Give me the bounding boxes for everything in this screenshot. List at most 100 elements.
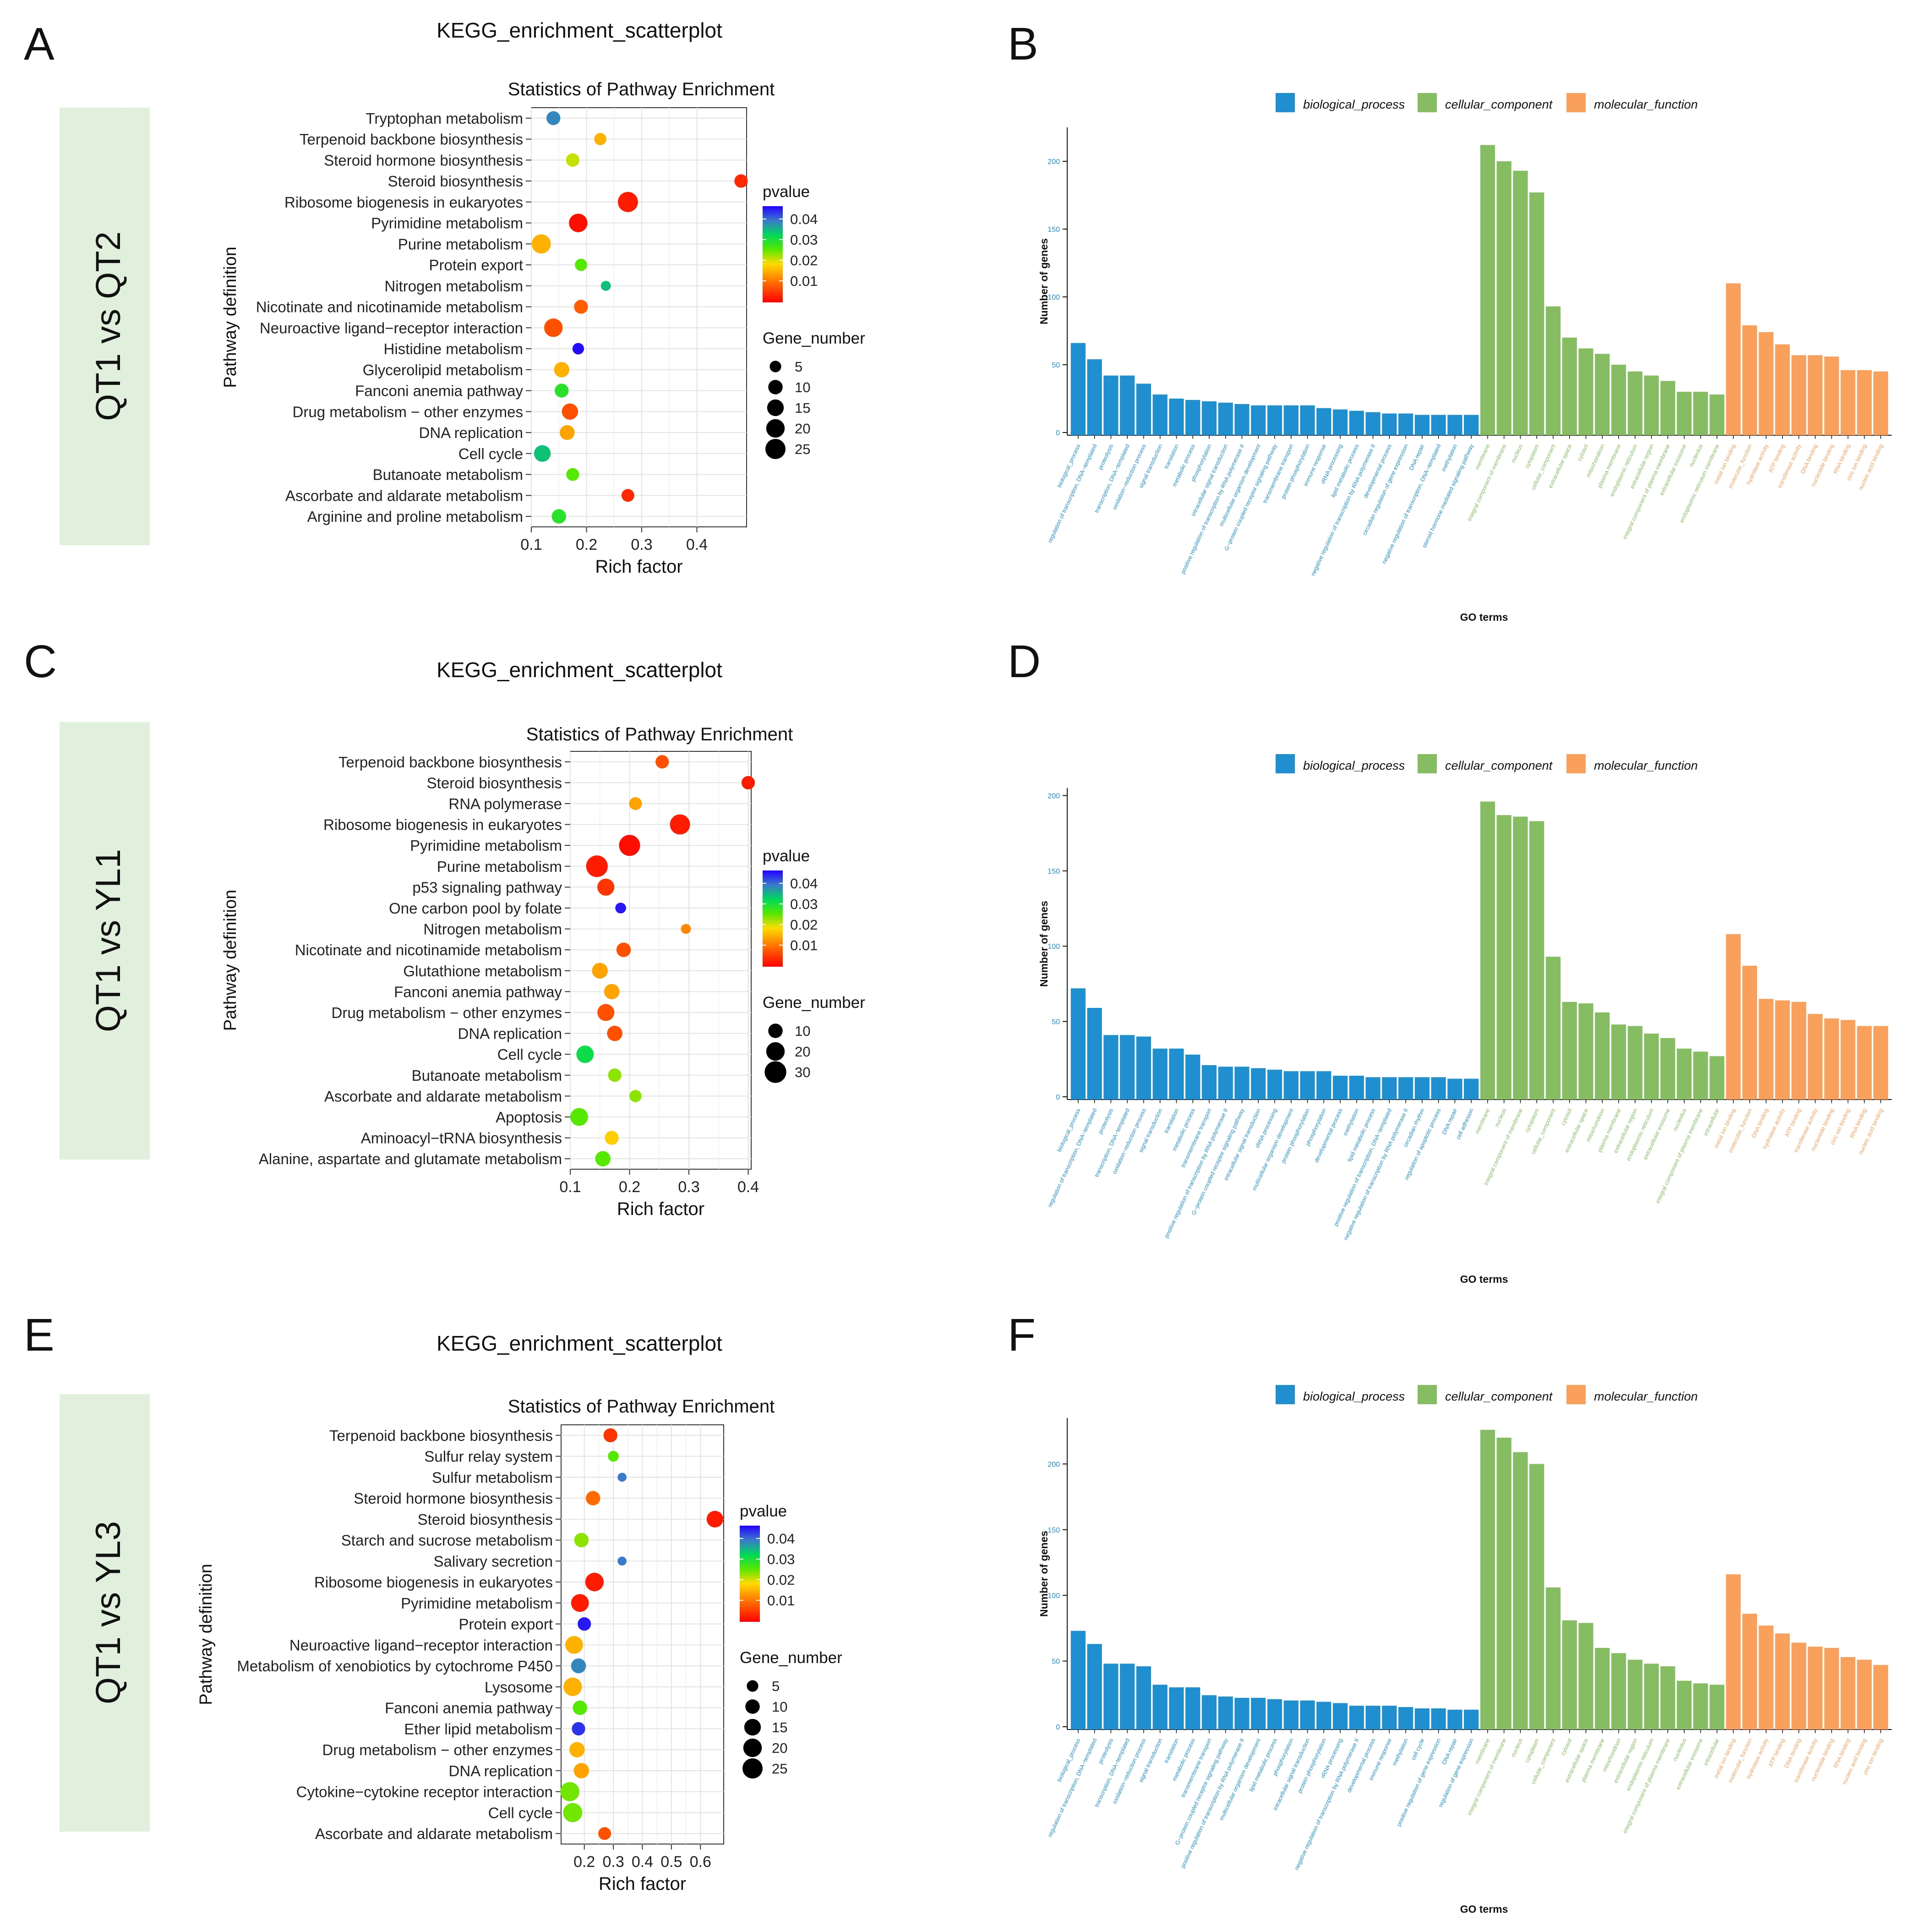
go-bar-qt1-vs-qt2: biological_process cellular_component mole…	[1038, 93, 1892, 623]
go-bar	[1103, 1035, 1119, 1100]
go-bar	[1103, 375, 1119, 435]
pathway-label: Purine metabolism	[437, 858, 562, 875]
pathway-point	[534, 445, 551, 462]
scatter-super-title: KEGG_enrichment_scatterplot	[437, 1331, 722, 1355]
go-term-label: transmembrane transport	[1180, 1107, 1213, 1169]
go-bar	[1709, 1056, 1724, 1100]
go-bar	[1382, 413, 1397, 435]
pathway-point	[594, 133, 606, 145]
go-bar	[1464, 1078, 1479, 1100]
go-bar	[1726, 1574, 1741, 1729]
scatter-title: Statistics of Pathway Enrichment	[526, 724, 793, 744]
go-bar	[1464, 415, 1479, 435]
go-bar	[1414, 1077, 1430, 1100]
go-term-label: positive regulation of transcription by …	[1179, 443, 1245, 575]
pathway-label: Sulfur relay system	[424, 1448, 553, 1465]
go-bar	[1136, 1036, 1151, 1100]
go-term-label: transmembrane transport	[1180, 1737, 1213, 1799]
pvalue-colorbar	[763, 206, 783, 302]
scatter-plot-area	[531, 107, 747, 527]
go-bar	[1595, 1647, 1610, 1729]
go-bar	[1529, 1464, 1544, 1729]
scatter-xtick-label: 0.2	[619, 1178, 640, 1196]
pathway-point	[563, 1677, 582, 1697]
go-bar	[1693, 1051, 1708, 1100]
go-bar	[1578, 1623, 1593, 1729]
go-bar	[1398, 1077, 1413, 1100]
scatter-xtick-label: 0.4	[686, 536, 708, 553]
pathway-point	[670, 814, 690, 835]
go-bar	[1152, 1685, 1168, 1729]
go-bar	[1578, 348, 1593, 435]
pathway-label: Steroid biosynthesis	[388, 173, 523, 190]
go-bar	[1070, 1631, 1086, 1729]
go-bar	[1496, 815, 1512, 1100]
go-bar	[1611, 365, 1626, 435]
pathway-label: Nitrogen metabolism	[384, 278, 523, 295]
go-bar	[1234, 404, 1250, 435]
go-term-label: ATP binding	[1767, 443, 1786, 474]
pathway-label: Aminoacyl−tRNA biosynthesis	[361, 1130, 562, 1147]
go-bar-qt1-vs-yl1: biological_process cellular_component mole…	[1038, 754, 1892, 1285]
go-bar	[1873, 1665, 1888, 1729]
go-bar	[1824, 1647, 1839, 1729]
pathway-label: Nicotinate and nicotinamide metabolism	[256, 299, 523, 316]
go-term-label: DNA repair	[1441, 1107, 1459, 1135]
pathway-point	[572, 343, 584, 355]
go-bar	[1169, 1048, 1184, 1100]
go-bar	[1513, 816, 1528, 1100]
go-bar	[1742, 965, 1757, 1100]
go-bar	[1300, 405, 1315, 435]
go-bar	[1644, 375, 1659, 435]
gene-number-legend-title: Gene_number	[763, 329, 865, 347]
go-term-label: membrane	[1474, 1737, 1491, 1765]
go-term-label: methylation	[1342, 1107, 1360, 1137]
pvalue-tick-label: 0.02	[767, 1572, 795, 1588]
legend-swatch-biological-process	[1276, 93, 1295, 112]
go-bar	[1578, 1003, 1593, 1100]
pathway-point	[566, 153, 580, 167]
bar-y-axis-title: Number of genes	[1038, 1531, 1050, 1617]
go-bar	[1152, 1048, 1168, 1100]
legend-swatch-cellular-component	[1418, 754, 1437, 773]
legend-label-molecular-function: molecular_function	[1594, 759, 1698, 772]
go-bar	[1201, 1695, 1217, 1729]
gene-number-legend-label: 25	[795, 441, 810, 457]
go-bar	[1857, 1026, 1872, 1100]
pathway-label: Pyrimidine metabolism	[401, 1595, 553, 1612]
go-bar-qt1-vs-yl3: biological_process cellular_component mole…	[1038, 1385, 1892, 1915]
pvalue-legend-title: pvalue	[763, 847, 810, 865]
gene-number-legend-label: 20	[772, 1740, 787, 1756]
go-term-label: nucleus	[1510, 443, 1524, 464]
go-bar	[1529, 821, 1544, 1100]
scatter-y-axis-title: Pathway definition	[221, 246, 240, 388]
go-term-label: nucleolus	[1672, 1737, 1688, 1762]
go-bar	[1611, 1653, 1626, 1729]
go-bar	[1185, 400, 1201, 435]
go-bar	[1595, 1012, 1610, 1100]
go-bar	[1660, 1666, 1675, 1729]
pathway-point	[616, 942, 631, 957]
go-term-label: negative regulation of transcription by …	[1310, 443, 1376, 577]
go-bar	[1201, 1065, 1217, 1100]
legend-swatch-biological-process	[1276, 754, 1295, 773]
go-term-label: cytoplasm	[1523, 1107, 1540, 1133]
go-bar	[1316, 1071, 1332, 1100]
go-bar	[1398, 1707, 1413, 1729]
go-bar	[1480, 1429, 1495, 1729]
go-term-label: proteolysis	[1097, 1107, 1114, 1135]
pathway-point	[585, 1491, 600, 1505]
go-bar	[1316, 408, 1332, 435]
legend-swatch-molecular-function	[1566, 93, 1586, 112]
pathway-point	[560, 1782, 579, 1801]
pathway-point	[578, 1617, 591, 1631]
go-bar	[1300, 1071, 1315, 1100]
go-term-label: cytoplasm	[1523, 443, 1540, 469]
pathway-label: Cell cycle	[488, 1804, 553, 1821]
go-term-label: ATP binding	[1784, 1107, 1802, 1138]
legend-swatch-cellular-component	[1418, 1385, 1437, 1404]
go-term-label: intracellular	[1703, 1737, 1721, 1767]
bar-ytick-label: 0	[1056, 1724, 1060, 1731]
pvalue-tick-label: 0.03	[767, 1551, 795, 1567]
pathway-point	[603, 1428, 617, 1443]
